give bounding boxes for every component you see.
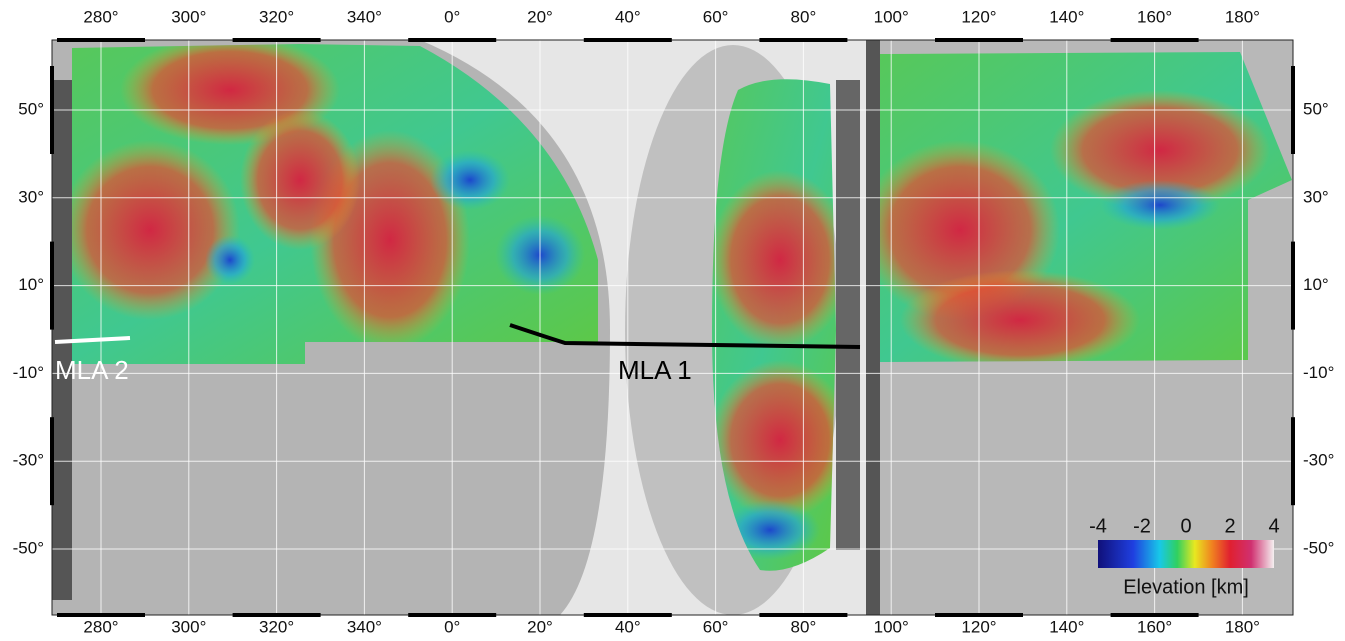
frame-tick [57, 38, 145, 42]
latitude-label: -30° [13, 451, 44, 470]
frame-tick [408, 613, 496, 617]
frame-tick [233, 613, 321, 617]
longitude-label: 160° [1137, 7, 1172, 26]
longitude-label: 120° [961, 617, 996, 636]
longitude-label: 340° [347, 7, 382, 26]
longitude-label: 280° [83, 617, 118, 636]
latitude-label: 30° [18, 187, 44, 206]
frame-tick [1111, 613, 1199, 617]
track-label: MLA 2 [55, 355, 129, 385]
colorbar-tick-label: -2 [1133, 515, 1151, 537]
longitude-label: 140° [1049, 7, 1084, 26]
longitude-label: 60° [703, 7, 729, 26]
latitude-label: 30° [1303, 187, 1329, 206]
longitude-label: 20° [527, 617, 553, 636]
longitude-label: 180° [1225, 617, 1260, 636]
frame-tick [935, 38, 1023, 42]
colorbar [1098, 540, 1274, 568]
longitude-label: 280° [83, 7, 118, 26]
longitude-label: 80° [791, 617, 817, 636]
frame-tick [1111, 38, 1199, 42]
longitude-label: 0° [444, 617, 460, 636]
latitude-label: -50° [13, 538, 44, 557]
frame-tick [233, 38, 321, 42]
latitude-label: 50° [1303, 99, 1329, 118]
longitude-label: 180° [1225, 7, 1260, 26]
longitude-label: 140° [1049, 617, 1084, 636]
longitude-label: 160° [1137, 617, 1172, 636]
longitude-label: 100° [874, 7, 909, 26]
longitude-label: 300° [171, 617, 206, 636]
latitude-label: -50° [1303, 538, 1334, 557]
latitude-label: 10° [18, 275, 44, 294]
frame-tick [50, 417, 54, 505]
frame-tick [1291, 66, 1295, 154]
longitude-label: 40° [615, 7, 641, 26]
longitude-label: 20° [527, 7, 553, 26]
frame-tick [1291, 242, 1295, 330]
latitude-label: -10° [13, 363, 44, 382]
colorbar-tick-label: 0 [1180, 515, 1191, 537]
latitude-label: 50° [18, 99, 44, 118]
frame-tick [759, 613, 847, 617]
latitude-label: -30° [1303, 451, 1334, 470]
colorbar-label: Elevation [km] [1123, 576, 1249, 598]
latitude-label: -10° [1303, 363, 1334, 382]
track-label: MLA 1 [618, 355, 692, 385]
latitude-label: 10° [1303, 275, 1329, 294]
longitude-label: 100° [874, 617, 909, 636]
longitude-label: 60° [703, 617, 729, 636]
colorbar-tick-label: 4 [1268, 515, 1279, 537]
map-figure: MLA 2 MLA 1 Elevation [km] 280°280°300°3… [0, 0, 1345, 641]
longitude-label: 40° [615, 617, 641, 636]
frame-tick [584, 38, 672, 42]
frame-tick [759, 38, 847, 42]
longitude-label: 300° [171, 7, 206, 26]
longitude-label: 320° [259, 7, 294, 26]
colorbar-tick-label: 2 [1224, 515, 1235, 537]
longitude-label: 120° [961, 7, 996, 26]
frame-tick [50, 242, 54, 330]
longitude-label: 320° [259, 617, 294, 636]
longitude-label: 0° [444, 7, 460, 26]
frame-tick [584, 613, 672, 617]
longitude-label: 80° [791, 7, 817, 26]
frame-tick [408, 38, 496, 42]
frame-tick [50, 66, 54, 154]
longitude-label: 340° [347, 617, 382, 636]
frame-tick [935, 613, 1023, 617]
colorbar-tick-label: -4 [1089, 515, 1107, 537]
frame-tick [57, 613, 145, 617]
frame-tick [1291, 417, 1295, 505]
